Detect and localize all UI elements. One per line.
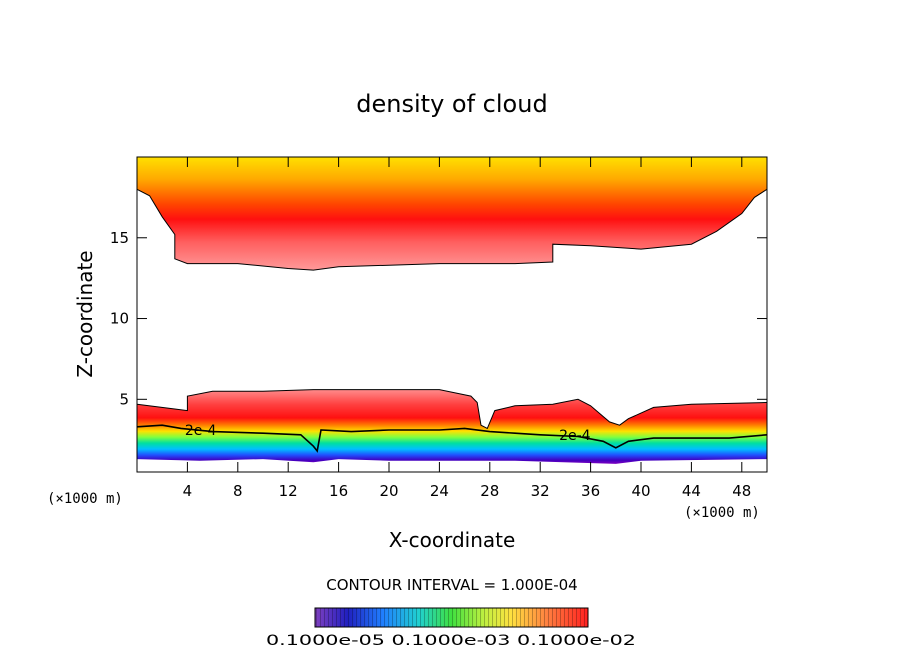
upper-cloud-region (137, 157, 767, 271)
contour-labels: 2e-4 2e-4 (185, 423, 591, 444)
x-tick-label: 12 (279, 482, 298, 500)
x-unit-label-left: (×1000 m) (47, 491, 123, 507)
colorbar-labels: 0.1000e-05 0.1000e-03 0.1000e-02 (266, 633, 636, 649)
x-tick-label: 32 (531, 482, 550, 500)
y-axis-ticks: 5 10 15 (110, 229, 767, 408)
x-tick-label: 24 (430, 482, 449, 500)
chart-title: density of cloud (356, 90, 547, 118)
x-axis-label: X-coordinate (389, 528, 516, 552)
x-tick-label: 16 (329, 482, 348, 500)
lower-cloud-outline (137, 389, 767, 430)
lower-cloud-region (137, 389, 767, 464)
contour-interval-text: CONTOUR INTERVAL = 1.000E-04 (326, 576, 577, 594)
y-tick-label: 10 (110, 310, 129, 328)
contour-label: 2e-4 (185, 423, 217, 439)
x-axis-ticks: 4 8 12 16 20 24 28 32 36 40 44 48 (183, 157, 751, 500)
x-tick-label: 20 (379, 482, 398, 500)
x-tick-label: 4 (183, 482, 193, 500)
colorbar-stripes (315, 608, 588, 627)
y-tick-label: 5 (119, 390, 129, 408)
y-tick-label: 15 (110, 229, 129, 247)
plot-frame (136, 156, 768, 473)
x-unit-label-right: (×1000 m) (684, 505, 760, 521)
y-axis-label: Z-coordinate (73, 250, 97, 377)
x-tick-label: 44 (682, 482, 701, 500)
x-tick-label: 40 (631, 482, 650, 500)
contour-line-2e-4 (137, 424, 767, 453)
contour-label: 2e-4 (559, 428, 591, 444)
colorbar-frame (314, 607, 589, 628)
plot-area (137, 157, 767, 464)
x-tick-label: 48 (732, 482, 751, 500)
x-tick-label: 8 (233, 482, 243, 500)
x-tick-label: 36 (581, 482, 600, 500)
upper-cloud-outline (137, 188, 767, 271)
x-tick-label: 28 (480, 482, 499, 500)
